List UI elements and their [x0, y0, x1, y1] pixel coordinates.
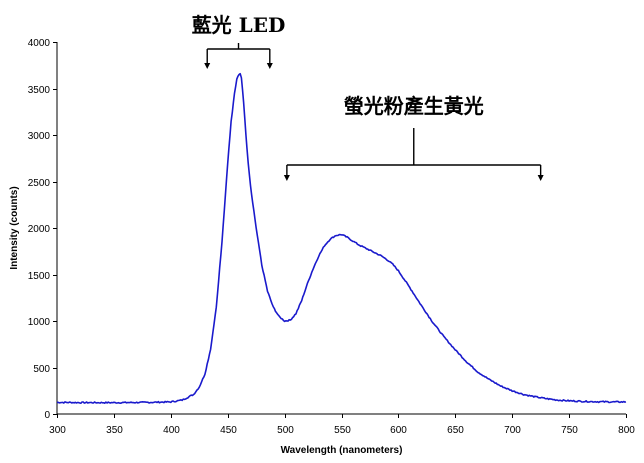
x-axis-ticks: 300 350 400 450 500 550 600 650 700 750 800: [49, 414, 635, 436]
y-tick-label: 1500: [28, 271, 51, 282]
x-tick-label: 400: [163, 425, 180, 436]
x-tick-label: 650: [447, 425, 464, 436]
x-tick-label: 700: [504, 425, 521, 436]
x-tick-label: 750: [561, 425, 578, 436]
spectrum-line: [56, 72, 627, 404]
annotations: 藍光 LED 螢光粉產生黃光: [192, 13, 544, 181]
arrow-down-icon: [537, 175, 544, 181]
y-tick-label: 2500: [28, 178, 51, 189]
x-tick-label: 800: [618, 425, 635, 436]
x-tick-label: 550: [334, 425, 351, 436]
x-tick-label: 450: [220, 425, 237, 436]
x-axis-title: Wavelength (nanometers): [281, 445, 403, 456]
arrow-down-icon: [266, 63, 273, 69]
y-axis-title: Intensity (counts): [9, 186, 20, 269]
x-tick-label: 500: [277, 425, 294, 436]
x-tick-label: 300: [49, 425, 66, 436]
y-tick-label: 4000: [28, 38, 51, 49]
x-tick-label: 600: [390, 425, 407, 436]
series-group: [56, 72, 627, 404]
arrow-down-icon: [204, 63, 211, 69]
y-axis-ticks: 0 500 1000 1500 2000 2500 3000 3500 4000: [28, 38, 57, 421]
y-tick-label: 2000: [28, 224, 51, 235]
y-tick-label: 1000: [28, 317, 51, 328]
y-tick-label: 3500: [28, 85, 51, 96]
y-tick-label: 500: [33, 364, 50, 375]
annotation-bracket: 藍光 LED: [192, 13, 286, 69]
x-tick-label: 350: [106, 425, 123, 436]
annotation-bracket: 螢光粉產生黃光: [283, 94, 544, 181]
y-tick-label: 0: [44, 410, 50, 421]
annotation-label: 螢光粉產生黃光: [344, 94, 484, 118]
arrow-down-icon: [283, 175, 290, 181]
y-tick-label: 3000: [28, 131, 51, 142]
annotation-label: 藍光 LED: [192, 13, 286, 37]
